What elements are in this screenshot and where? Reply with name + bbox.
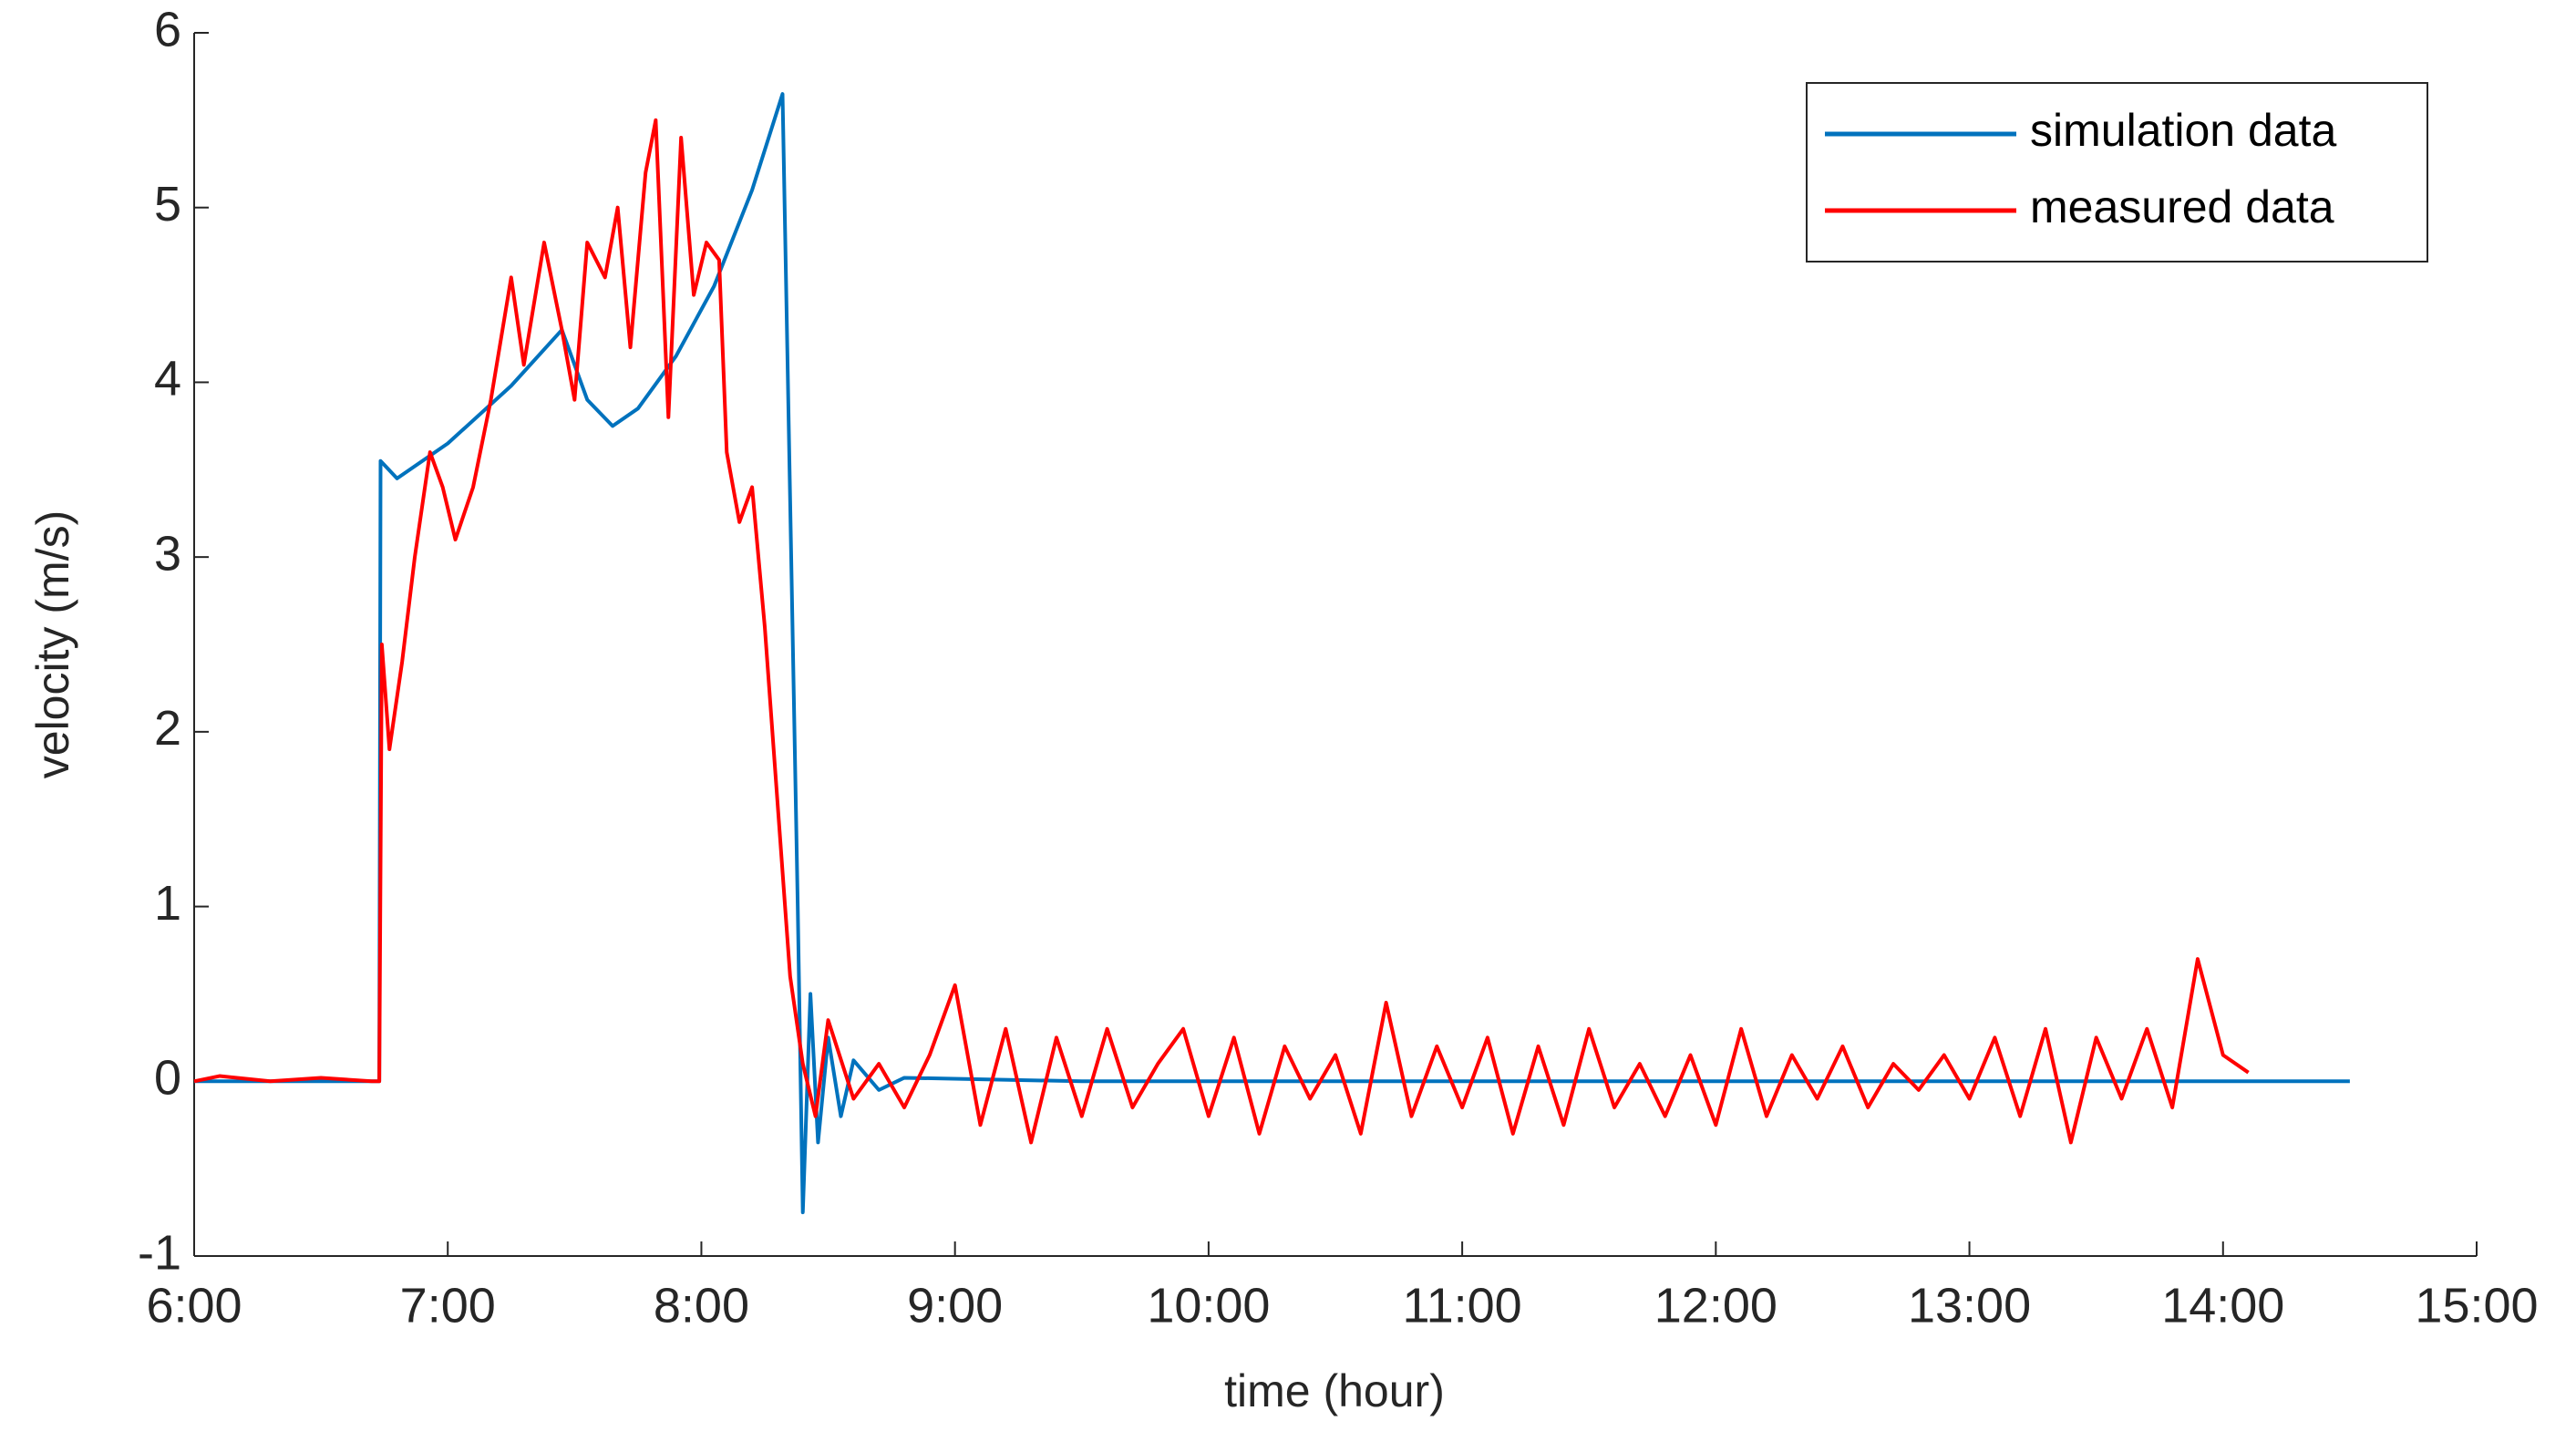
data-line bbox=[193, 118, 2250, 1145]
x-tick-label: 13:00 bbox=[1908, 1278, 2031, 1333]
x-tick-label: 12:00 bbox=[1654, 1278, 1777, 1333]
legend-label: simulation data bbox=[2030, 105, 2336, 156]
x-tick-label: 7:00 bbox=[400, 1278, 496, 1333]
x-tick-label: 10:00 bbox=[1147, 1278, 1270, 1333]
y-tick-label: 3 bbox=[154, 526, 181, 581]
x-axis-label: time (hour) bbox=[1224, 1365, 1445, 1416]
y-tick-label: 0 bbox=[154, 1051, 181, 1106]
legend-box bbox=[1806, 82, 2428, 263]
y-tick-label: 5 bbox=[154, 177, 181, 232]
legend-label: measured data bbox=[2030, 181, 2334, 232]
y-tick-label: -1 bbox=[138, 1225, 181, 1280]
y-tick-label: 6 bbox=[154, 2, 181, 57]
data-line bbox=[194, 92, 2350, 1215]
x-tick-label: 9:00 bbox=[907, 1278, 1003, 1333]
y-axis-label: velocity (m/s) bbox=[27, 510, 78, 778]
y-tick-label: 1 bbox=[154, 876, 181, 931]
x-tick-label: 11:00 bbox=[1403, 1278, 1522, 1333]
y-tick-label: 4 bbox=[154, 352, 181, 407]
x-tick-label: 15:00 bbox=[2415, 1278, 2538, 1333]
x-tick-label: 14:00 bbox=[2161, 1278, 2284, 1333]
x-tick-label: 6:00 bbox=[146, 1278, 242, 1333]
y-tick-label: 2 bbox=[154, 701, 181, 756]
x-tick-label: 8:00 bbox=[654, 1278, 749, 1333]
legend: simulation data measured data bbox=[1806, 82, 2428, 263]
